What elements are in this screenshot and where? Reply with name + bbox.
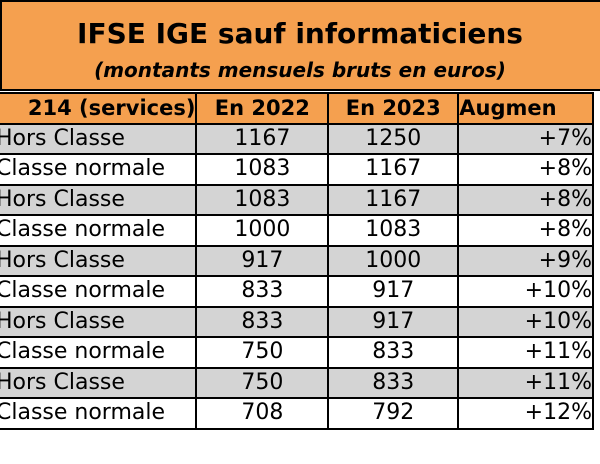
page-title: IFSE IGE sauf informaticiens bbox=[77, 17, 523, 50]
table-row: Hors Classe 833 917 +10% bbox=[0, 305, 594, 338]
increase-cell: +7% bbox=[457, 122, 594, 155]
increase-cell: +10% bbox=[457, 305, 594, 338]
header-2022: En 2022 bbox=[195, 92, 330, 125]
grade-cell: Hors Classe bbox=[0, 244, 198, 277]
grade-cell: Hors Classe bbox=[0, 183, 198, 216]
value-2022-cell: 1167 bbox=[195, 122, 330, 155]
table-row: Classe normale 750 833 +11% bbox=[0, 336, 594, 369]
table-row: Classe normale 833 917 +10% bbox=[0, 275, 594, 308]
increase-cell: +11% bbox=[457, 336, 594, 369]
header-2023: En 2023 bbox=[327, 92, 460, 125]
increase-cell: +11% bbox=[457, 366, 594, 399]
value-2023-cell: 1000 bbox=[327, 244, 460, 277]
header-increase: Augmen bbox=[457, 92, 594, 125]
salary-table: 214 (services) En 2022 En 2023 Augmen Ho… bbox=[0, 92, 594, 430]
value-2023-cell: 833 bbox=[327, 336, 460, 369]
value-2023-cell: 1167 bbox=[327, 183, 460, 216]
grade-cell: Hors Classe bbox=[0, 122, 198, 155]
increase-cell: +12% bbox=[457, 397, 594, 430]
grade-cell: Classe normale bbox=[0, 397, 198, 430]
increase-cell: +9% bbox=[457, 244, 594, 277]
increase-cell: +8% bbox=[457, 153, 594, 186]
value-2022-cell: 833 bbox=[195, 305, 330, 338]
value-2023-cell: 792 bbox=[327, 397, 460, 430]
value-2022-cell: 833 bbox=[195, 275, 330, 308]
page-subtitle: (montants mensuels bruts en euros) bbox=[94, 58, 506, 82]
value-2022-cell: 1083 bbox=[195, 153, 330, 186]
value-2023-cell: 1167 bbox=[327, 153, 460, 186]
value-2022-cell: 1000 bbox=[195, 214, 330, 247]
grade-cell: Classe normale bbox=[0, 275, 198, 308]
increase-cell: +10% bbox=[457, 275, 594, 308]
table-row: Classe normale 1083 1167 +8% bbox=[0, 153, 594, 186]
grade-cell: Hors Classe bbox=[0, 366, 198, 399]
table-row: Classe normale 708 792 +12% bbox=[0, 397, 594, 430]
table-row: Hors Classe 750 833 +11% bbox=[0, 366, 594, 399]
value-2022-cell: 750 bbox=[195, 366, 330, 399]
grade-cell: Classe normale bbox=[0, 214, 198, 247]
table-row: Hors Classe 917 1000 +9% bbox=[0, 244, 594, 277]
value-2022-cell: 750 bbox=[195, 336, 330, 369]
value-2022-cell: 1083 bbox=[195, 183, 330, 216]
title-banner bbox=[0, 0, 600, 91]
value-2023-cell: 1250 bbox=[327, 122, 460, 155]
table-row: Hors Classe 1167 1250 +7% bbox=[0, 122, 594, 155]
table-header-row: 214 (services) En 2022 En 2023 Augmen bbox=[0, 92, 594, 125]
value-2022-cell: 917 bbox=[195, 244, 330, 277]
table-row: Hors Classe 1083 1167 +8% bbox=[0, 183, 594, 216]
value-2022-cell: 708 bbox=[195, 397, 330, 430]
value-2023-cell: 917 bbox=[327, 275, 460, 308]
grade-cell: Classe normale bbox=[0, 336, 198, 369]
header-label: 214 (services) bbox=[0, 92, 198, 125]
value-2023-cell: 833 bbox=[327, 366, 460, 399]
grade-cell: Hors Classe bbox=[0, 305, 198, 338]
increase-cell: +8% bbox=[457, 214, 594, 247]
value-2023-cell: 917 bbox=[327, 305, 460, 338]
grade-cell: Classe normale bbox=[0, 153, 198, 186]
increase-cell: +8% bbox=[457, 183, 594, 216]
table-body: Hors Classe 1167 1250 +7% Classe normale 1083… bbox=[0, 122, 594, 430]
table-row: Classe normale 1000 1083 +8% bbox=[0, 214, 594, 247]
value-2023-cell: 1083 bbox=[327, 214, 460, 247]
